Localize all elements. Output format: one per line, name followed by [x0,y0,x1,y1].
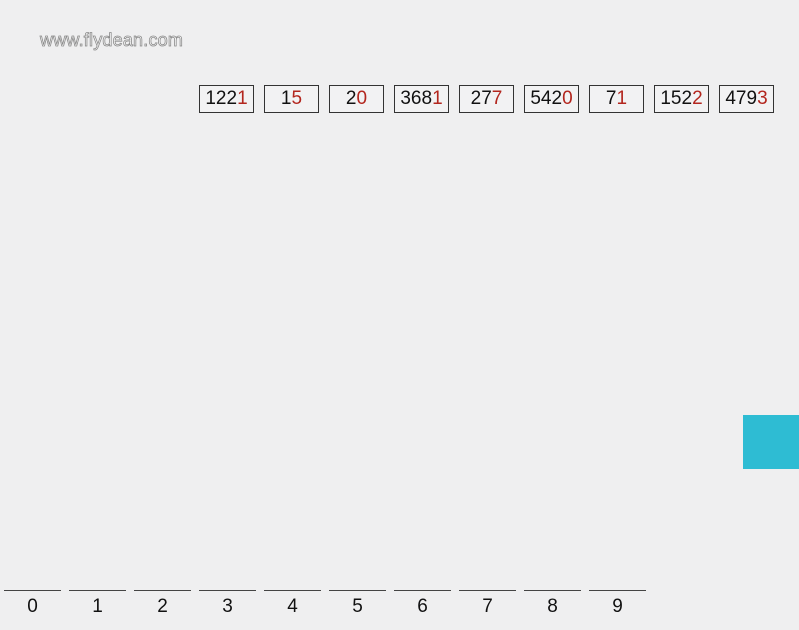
number-box: 122 1 [199,85,254,113]
number-box: 152 2 [654,85,709,113]
bucket-label: 5 [352,596,363,617]
number-last-digit: 0 [562,88,573,109]
number-prefix: 542 [530,88,563,109]
number-prefix: 1 [280,88,292,109]
bucket-label: 2 [157,596,168,617]
number-last-digit: 1 [432,88,443,109]
bucket-baseline [199,590,256,591]
bucket-label: 1 [92,596,103,617]
number-last-digit: 7 [491,88,503,109]
number-prefix: 152 [660,88,693,109]
bucket-8: 8 [524,590,581,630]
number-box: 542 0 [524,85,579,113]
number-last-digit: 0 [356,88,368,109]
bucket-baseline [589,590,646,591]
number-last-digit: 5 [291,88,303,109]
number-last-digit: 3 [757,88,768,109]
bucket-baseline [329,590,386,591]
bucket-baseline [69,590,126,591]
bucket-label: 3 [222,596,233,617]
bucket-label: 4 [287,596,298,617]
number-last-digit: 2 [692,88,703,109]
bucket-baseline [394,590,451,591]
bucket-label: 6 [417,596,428,617]
bucket-2: 2 [134,590,191,630]
bucket-4: 4 [264,590,321,630]
number-prefix: 122 [205,88,238,109]
bucket-label: 0 [27,596,38,617]
number-prefix: 27 [470,88,492,109]
bucket-baseline [524,590,581,591]
watermark-logo: www.flydean.com [40,30,184,51]
number-box: 479 3 [719,85,774,113]
number-prefix: 479 [725,88,758,109]
moving-block [743,415,799,469]
bucket-7: 7 [459,590,516,630]
number-last-digit: 1 [616,88,628,109]
number-prefix: 368 [400,88,433,109]
bucket-label: 8 [547,596,558,617]
bucket-label: 7 [482,596,493,617]
bucket-9: 9 [589,590,646,630]
bucket-3: 3 [199,590,256,630]
number-prefix: 2 [345,88,357,109]
bucket-baseline [134,590,191,591]
number-box: 27 7 [459,85,514,113]
number-last-digit: 1 [237,88,248,109]
bucket-1: 1 [69,590,126,630]
number-box: 368 1 [394,85,449,113]
number-prefix: 7 [605,88,617,109]
bucket-label: 9 [612,596,623,617]
bucket-baseline [264,590,321,591]
bucket-baseline [4,590,61,591]
bucket-5: 5 [329,590,386,630]
bucket-0: 0 [4,590,61,630]
bucket-baseline [459,590,516,591]
bucket-6: 6 [394,590,451,630]
